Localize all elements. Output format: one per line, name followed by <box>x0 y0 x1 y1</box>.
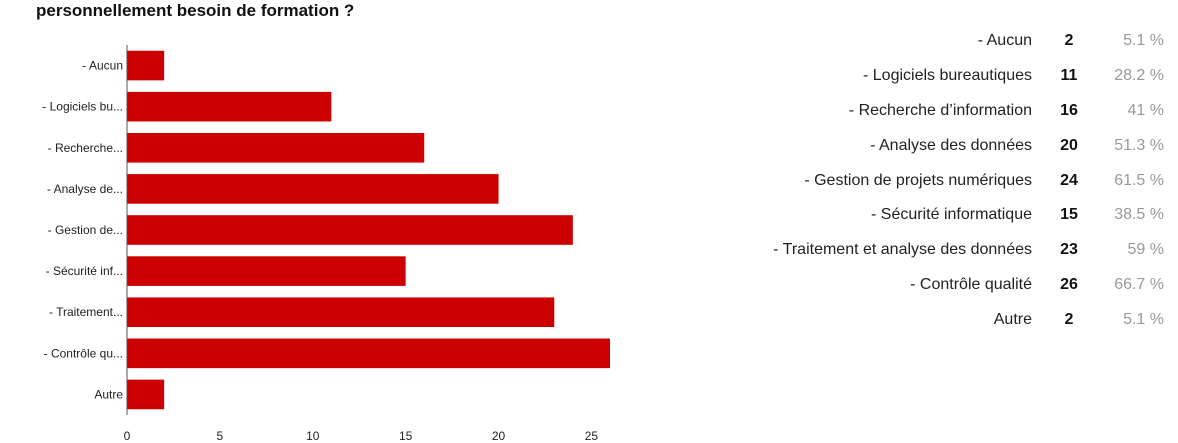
category-label: - Gestion de... <box>48 223 123 237</box>
x-tick-label: 20 <box>492 429 506 443</box>
bar <box>127 174 499 204</box>
summary-count: 23 <box>1060 241 1078 259</box>
summary-percent: 59 % <box>1127 241 1164 259</box>
category-label: - Traitement... <box>49 305 123 319</box>
summary-count: 2 <box>1064 310 1074 328</box>
summary-count: 20 <box>1060 136 1078 154</box>
x-tick-label: 0 <box>124 429 131 443</box>
summary-percent: 61.5 % <box>1114 171 1164 189</box>
summary-percent: 66.7 % <box>1114 275 1164 293</box>
summary-count: 16 <box>1060 101 1078 119</box>
summary-count: 2 <box>1064 32 1074 50</box>
category-label: - Logiciels bu... <box>42 100 123 114</box>
summary-row: - Contrôle qualité 26 66.7 % <box>640 268 1164 303</box>
bar <box>127 256 406 286</box>
summary-percent: 5.1 % <box>1123 32 1164 50</box>
summary-table: - Aucun 2 5.1 % - Logiciels bureautiques… <box>640 24 1164 337</box>
x-tick-label: 10 <box>306 429 320 443</box>
bar <box>127 379 165 410</box>
summary-label: - Gestion de projets numériques <box>804 171 1032 189</box>
category-label: - Recherche... <box>48 141 123 155</box>
summary-label: - Aucun <box>977 32 1032 50</box>
summary-label: - Traitement et analyse des données <box>773 241 1032 259</box>
category-label: - Analyse de... <box>47 182 123 196</box>
summary-row: - Aucun 2 5.1 % <box>640 24 1164 59</box>
summary-row: - Gestion de projets numériques 24 61.5 … <box>640 163 1164 198</box>
bar <box>127 50 165 81</box>
summary-label: - Contrôle qualité <box>910 275 1032 293</box>
summary-count: 26 <box>1060 275 1078 293</box>
summary-row: - Recherche d’information 16 41 % <box>640 94 1164 129</box>
summary-count: 24 <box>1060 171 1078 189</box>
summary-percent: 41 % <box>1127 101 1164 119</box>
x-tick-label: 5 <box>217 429 224 443</box>
summary-percent: 28.2 % <box>1114 67 1164 85</box>
summary-label: - Sécurité informatique <box>871 206 1032 224</box>
question-title: personnellement besoin de formation ? <box>36 1 355 20</box>
summary-label: Autre <box>993 310 1032 328</box>
summary-percent: 51.3 % <box>1114 136 1164 154</box>
summary-row: - Sécurité informatique 15 38.5 % <box>640 198 1164 233</box>
category-label: - Aucun <box>82 59 123 73</box>
bar <box>127 215 573 245</box>
bar <box>127 91 332 122</box>
x-tick-label: 15 <box>399 429 413 443</box>
bar-chart: - Aucun - Logiciels bu... - Recherche... - … <box>42 45 610 443</box>
bar <box>127 132 425 163</box>
summary-percent: 5.1 % <box>1123 310 1164 328</box>
summary-count: 11 <box>1060 67 1078 85</box>
summary-label: - Recherche d’information <box>848 101 1032 119</box>
category-label: - Contrôle qu... <box>44 346 123 360</box>
summary-row: Autre 2 5.1 % <box>640 302 1164 337</box>
summary-row: - Analyse des données 20 51.3 % <box>640 128 1164 163</box>
summary-row: - Traitement et analyse des données 23 5… <box>640 233 1164 268</box>
summary-label: - Analyse des données <box>870 136 1032 154</box>
category-label: Autre <box>94 387 123 401</box>
summary-percent: 38.5 % <box>1114 206 1164 224</box>
x-tick-label: 25 <box>585 429 599 443</box>
summary-label: - Logiciels bureautiques <box>863 67 1032 85</box>
category-label: - Sécurité inf... <box>46 264 123 278</box>
summary-row: - Logiciels bureautiques 11 28.2 % <box>640 59 1164 94</box>
bar <box>127 297 555 328</box>
summary-count: 15 <box>1060 206 1078 224</box>
bar <box>127 338 610 369</box>
